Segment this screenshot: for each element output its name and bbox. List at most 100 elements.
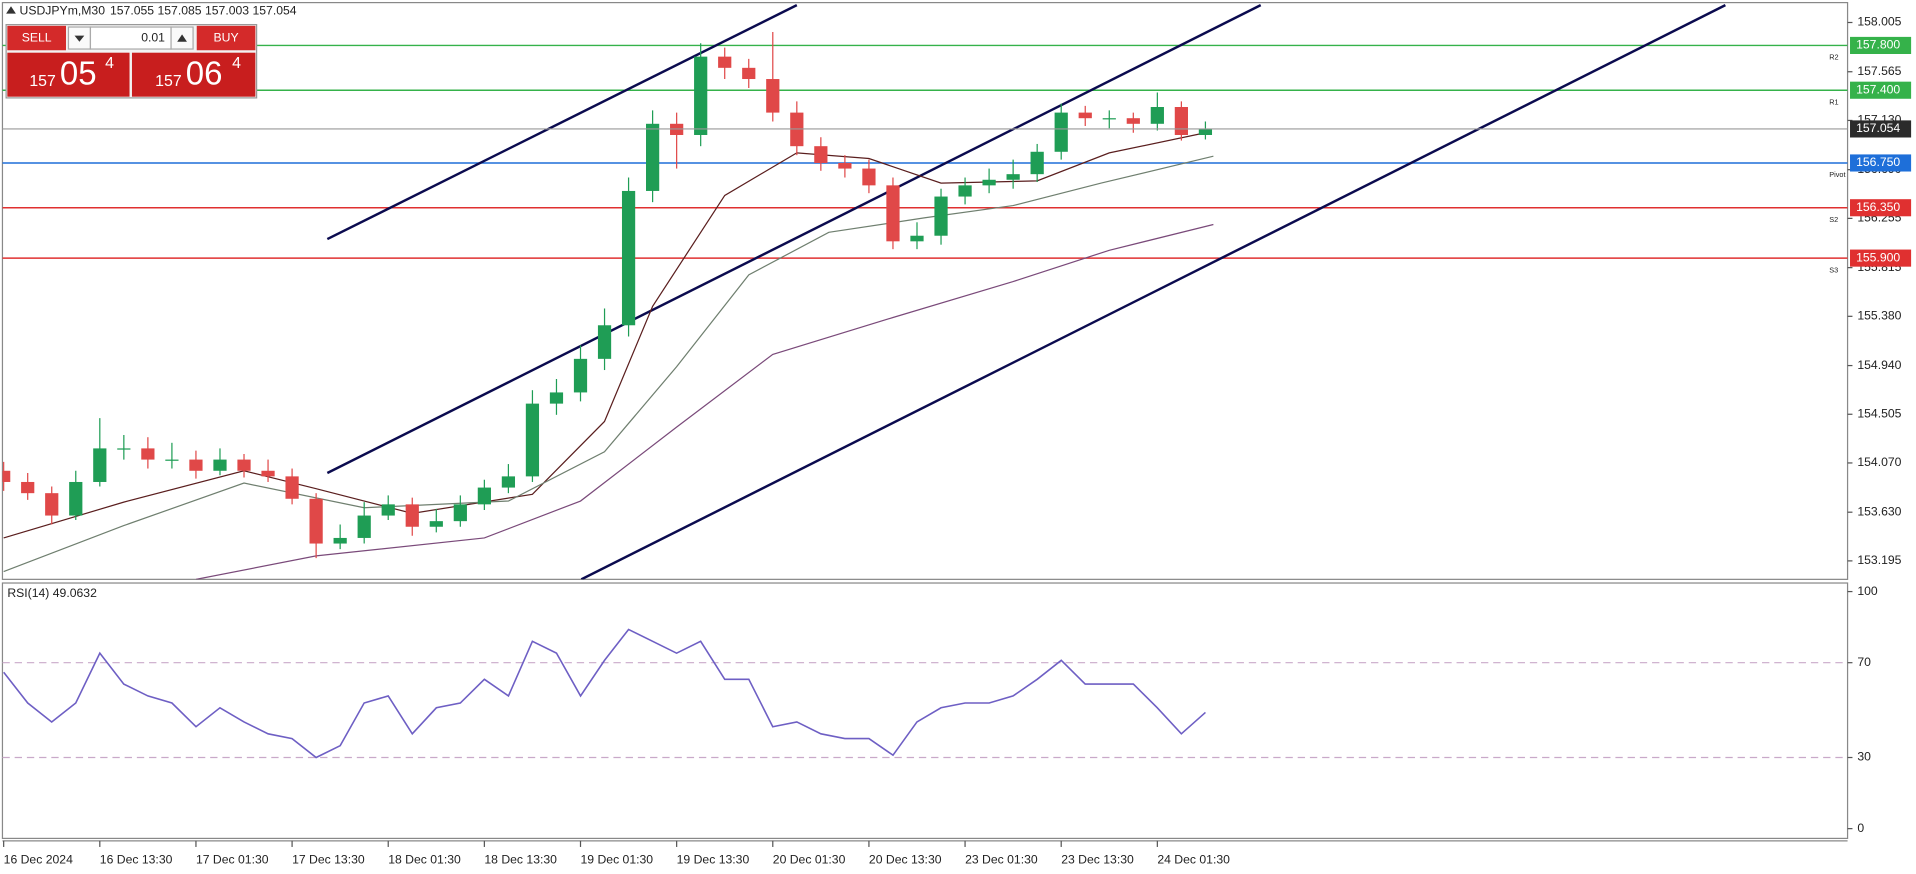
y-tick-label: 158.005 [1857,15,1901,29]
candle-body [814,146,828,163]
candle-body [838,162,852,169]
symbol: USDJPYm,M30 [20,3,106,17]
candle-body [982,179,996,186]
candle-body [2,470,11,482]
x-tick-label: 23 Dec 01:30 [965,853,1038,867]
x-tick-label: 19 Dec 13:30 [677,853,750,867]
candle-body [1150,107,1164,124]
candle-body [646,123,660,191]
x-tick-label: 23 Dec 13:30 [1061,853,1134,867]
level-name: R2 [1829,53,1838,62]
candle-body [862,168,876,186]
candle-body [1078,112,1092,119]
x-tick-label: 16 Dec 13:30 [100,853,173,867]
x-tick-label: 24 Dec 01:30 [1157,853,1230,867]
x-tick-label: 18 Dec 13:30 [484,853,557,867]
level-name: Pivot [1829,170,1845,179]
candle-body [117,448,131,450]
candle-body [429,521,443,527]
last-price-label: 157.054 [1856,121,1900,135]
axes: 158.005157.565157.130156.690156.255155.8… [3,15,1912,867]
symbol-icon [6,6,16,14]
candle-body [1030,151,1044,175]
candle-body [93,448,107,482]
candle-body [189,459,203,471]
trendline [580,4,1726,580]
candle-body [165,459,179,461]
x-tick-label: 16 Dec 2024 [4,853,73,867]
moving-average [3,155,1214,573]
y-tick-label: 157.565 [1857,64,1901,78]
sell-button[interactable] [7,25,66,51]
candle-body [621,190,636,326]
sell-label[interactable]: SELL [22,30,52,44]
rsi-plot [2,628,1848,759]
candle-body [501,476,516,488]
candle-body [381,504,395,516]
candle-body [309,498,323,544]
lot-value[interactable]: 0.01 [141,30,165,44]
buy-label[interactable]: BUY [214,30,239,44]
candle-body [333,537,347,544]
price-plot [2,4,1848,580]
ask-box[interactable] [131,52,256,97]
candle-body [934,196,948,236]
x-tick-label: 20 Dec 13:30 [869,853,942,867]
level-tag-label: 157.400 [1856,82,1900,96]
level-name: R1 [1829,97,1838,106]
y-tick-label: 155.380 [1857,309,1901,323]
candle-body [694,56,708,135]
level-tag-label: 156.350 [1856,200,1900,214]
y-tick-label: 153.195 [1857,553,1901,567]
bid-box[interactable] [7,52,130,97]
level-tag [1850,154,1912,172]
up-arrow [177,34,187,42]
y-tick-label: 153.630 [1857,504,1901,518]
x-tick-label: 17 Dec 13:30 [292,853,365,867]
x-tick-label: 18 Dec 01:30 [388,853,461,867]
x-tick-label: 19 Dec 01:30 [581,853,654,867]
ask-big: 157 [155,73,182,90]
down-arrow [74,35,85,42]
candle-body [453,504,467,522]
y-tick-label: 154.940 [1857,358,1901,372]
rsi-title: RSI(14) 49.0632 [7,586,97,600]
candle-body [597,325,612,359]
trade-panel: SELL 0.01 BUY 157 05 4 157 06 4 [5,23,258,99]
candle-body [718,56,732,68]
y-tick-label: 154.070 [1857,455,1901,469]
candle-body [766,79,780,113]
y-tick-label: 70 [1857,655,1871,669]
ohlc: 157.055 157.085 157.003 157.054 [110,3,297,17]
level-name: S3 [1829,265,1838,274]
candle-body [886,185,900,242]
trendline [326,4,798,241]
candle-body [357,515,371,538]
candle-body [1054,112,1068,152]
bid-main: 05 [60,55,97,92]
level-tag-label: 155.900 [1856,250,1900,264]
candle-body [1102,118,1116,120]
candle-body [910,235,924,242]
y-tick-label: 154.505 [1857,406,1901,420]
candle-body [285,476,299,499]
last-price-tag [1850,120,1912,138]
x-tick-label: 17 Dec 01:30 [196,853,269,867]
candle-body [573,358,588,393]
candle-body [958,185,972,197]
candle-body [1126,118,1140,124]
candle-body [1174,107,1188,135]
moving-average [195,223,1214,580]
price-panel [1,1,1849,580]
candle-body [549,392,564,404]
ask-main: 06 [186,55,223,92]
bid-small: 4 [105,55,114,72]
buy-button[interactable] [196,25,256,51]
ask-small: 4 [232,55,241,72]
trendline [326,4,1262,475]
candle-body [477,487,491,505]
candle-body [1006,174,1020,180]
